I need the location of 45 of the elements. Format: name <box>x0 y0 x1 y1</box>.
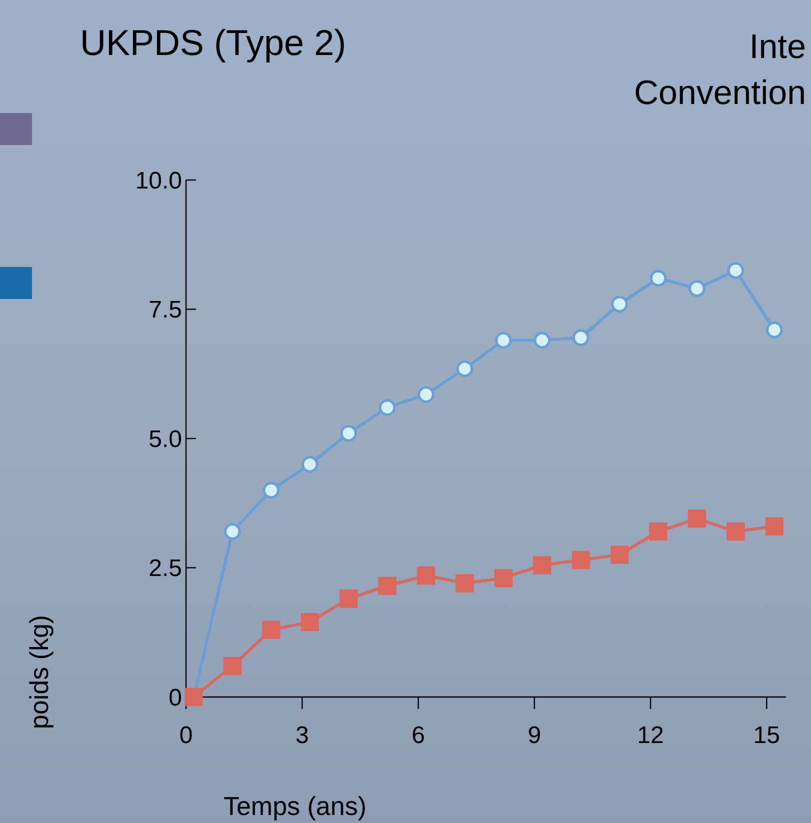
point <box>262 620 280 639</box>
point <box>611 296 628 312</box>
point <box>301 456 318 473</box>
text: Convention <box>634 74 806 112</box>
y-axis-title: poids (kg) <box>24 614 54 730</box>
y-tick-label: 0 <box>168 684 182 712</box>
point <box>610 546 629 564</box>
x-tick-label: 15 <box>753 722 780 750</box>
x-axis-title: Temps (ans) <box>223 791 367 821</box>
x-tick-label: 3 <box>295 722 309 750</box>
y-tick-label: 10.0 <box>135 167 182 194</box>
point <box>495 332 512 349</box>
point <box>223 656 242 676</box>
y-tick-label: 2.5 <box>148 555 182 582</box>
point <box>456 574 474 592</box>
y-tick-label: 7.5 <box>148 296 182 324</box>
point <box>262 482 280 499</box>
point <box>572 550 590 570</box>
point <box>533 556 552 574</box>
point <box>418 386 434 403</box>
point <box>300 612 319 632</box>
chart-title: UKPDS (Type 2) <box>80 22 346 63</box>
point <box>766 322 783 338</box>
point <box>378 576 396 595</box>
point <box>688 280 706 297</box>
text: Inte <box>749 28 806 66</box>
x-tick-label: 6 <box>412 722 425 750</box>
x-tick-label: 9 <box>528 722 542 750</box>
point <box>340 590 358 608</box>
point <box>650 270 667 287</box>
point <box>224 523 241 540</box>
point <box>727 262 744 279</box>
point <box>534 332 551 349</box>
point <box>456 360 474 378</box>
point <box>572 329 590 346</box>
point <box>726 522 745 541</box>
point <box>494 569 512 588</box>
point <box>765 517 784 536</box>
point <box>688 510 706 528</box>
y-tick-label: 5.0 <box>148 426 182 453</box>
point <box>649 522 668 541</box>
point <box>378 399 396 416</box>
point <box>416 566 436 585</box>
point <box>340 424 357 442</box>
x-tick-label: 12 <box>637 722 664 750</box>
